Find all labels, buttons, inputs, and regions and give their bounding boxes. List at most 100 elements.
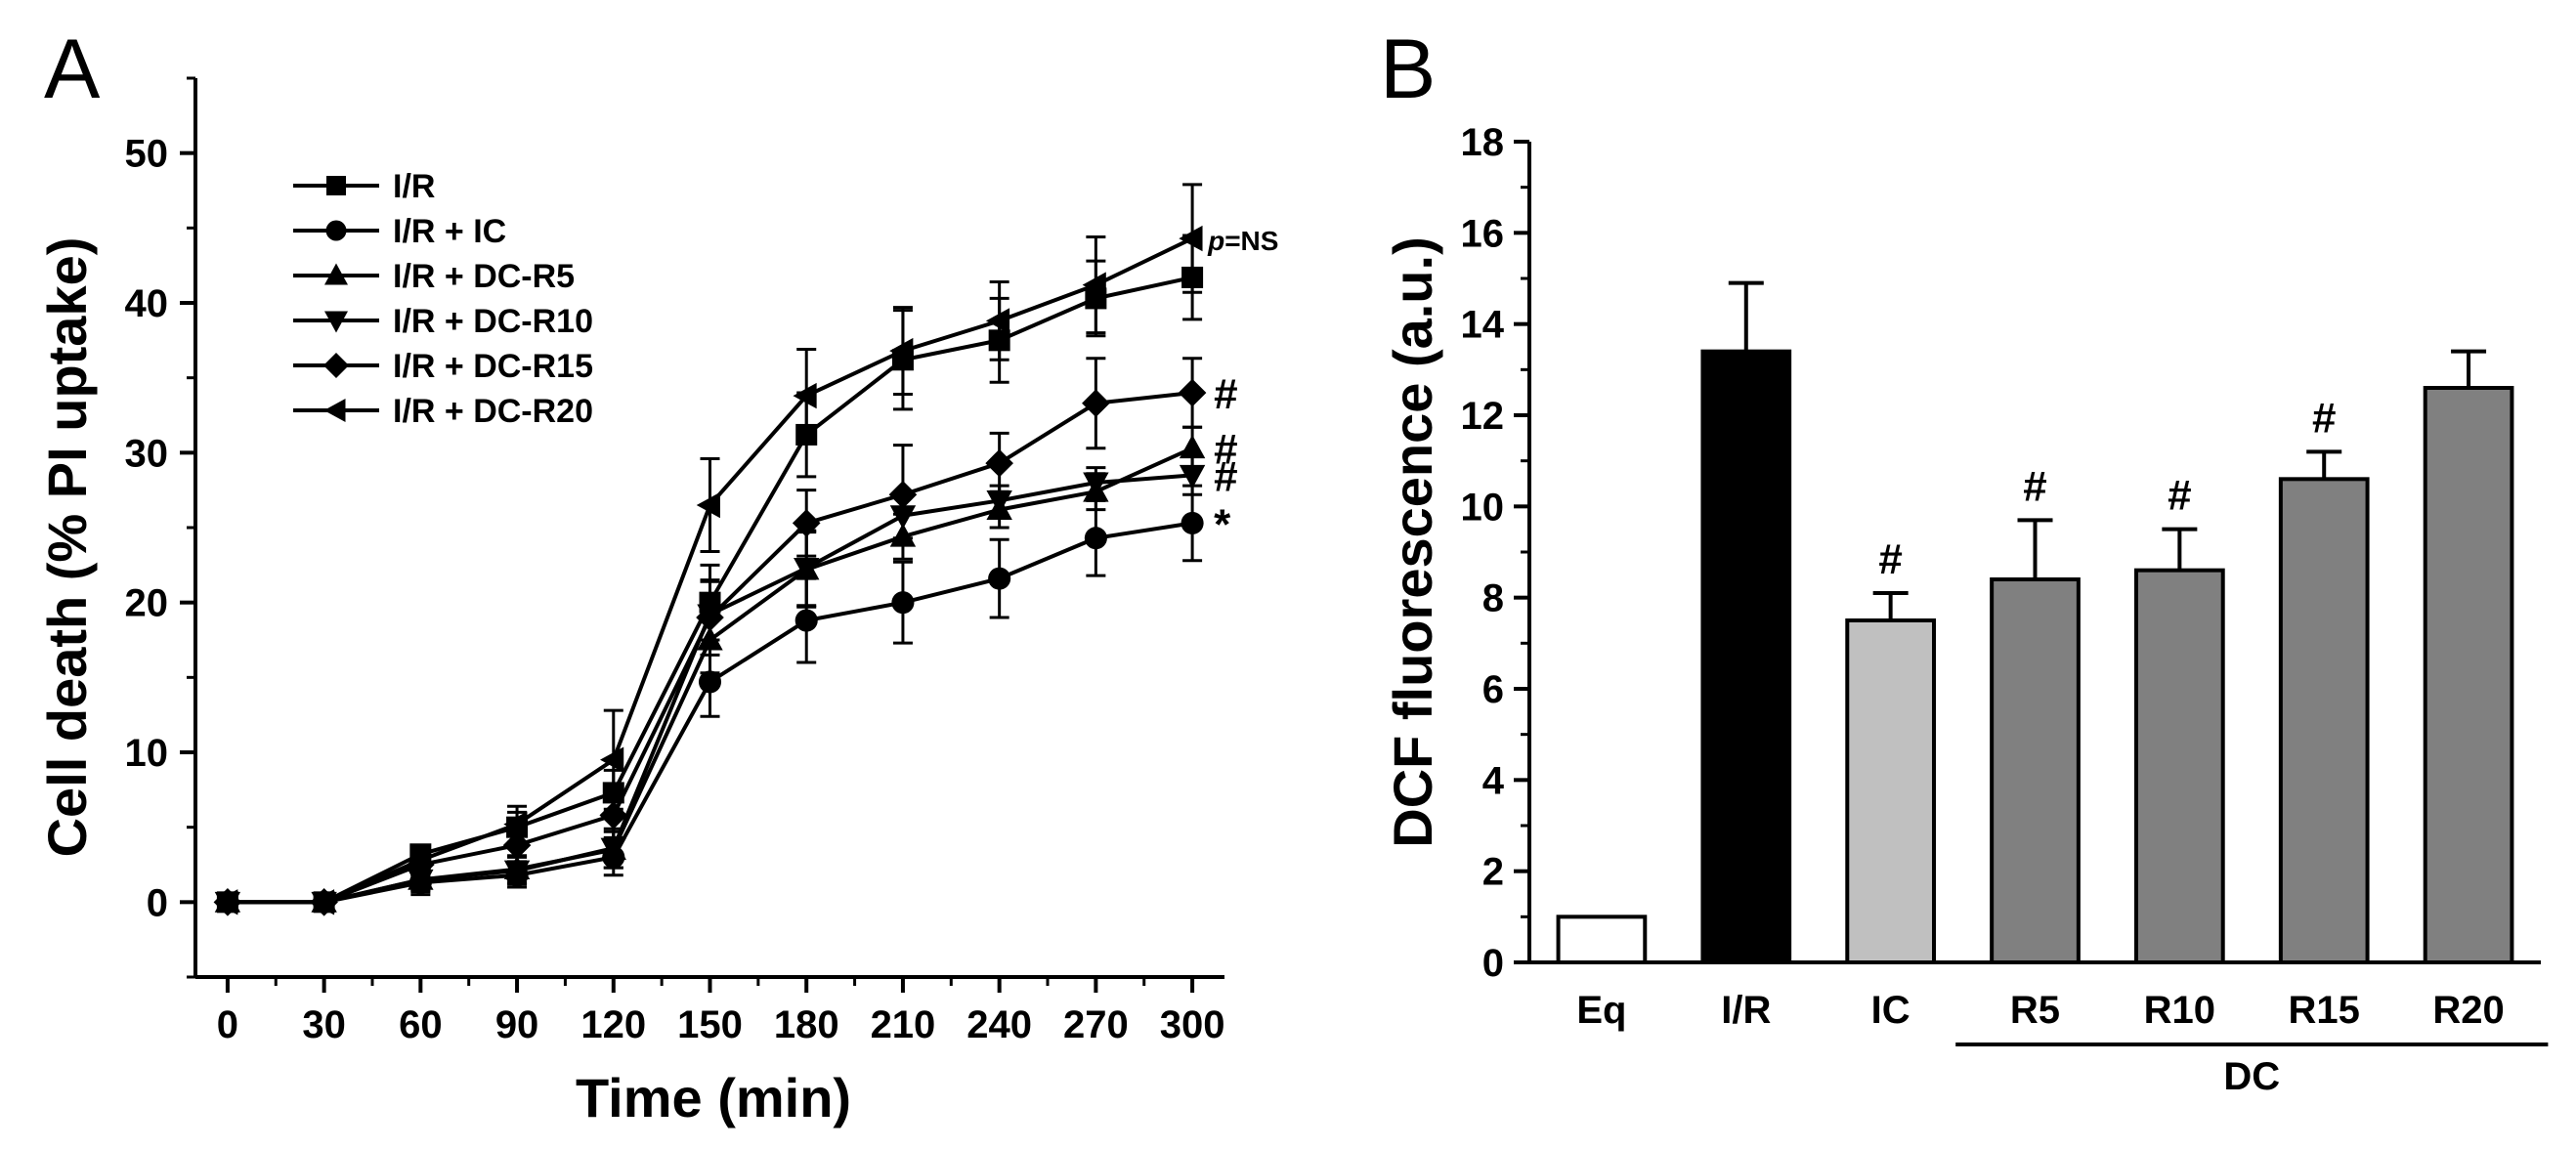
legend-marker bbox=[323, 353, 349, 378]
series-i-r-dc-r20 bbox=[214, 183, 1203, 915]
data-point bbox=[988, 567, 1011, 590]
y-axis-title-b: DCF fluorescence (a.u.) bbox=[1382, 236, 1443, 847]
x-tick-label-a: 210 bbox=[871, 1003, 936, 1046]
x-tick-label-a: 240 bbox=[966, 1003, 1032, 1046]
bar-r15: # bbox=[2278, 394, 2370, 964]
data-point bbox=[407, 847, 431, 873]
bar-r10: # bbox=[2134, 472, 2225, 965]
x-tick-label-a: 180 bbox=[774, 1003, 839, 1046]
x-tick-label-a: 300 bbox=[1160, 1003, 1225, 1046]
y-ticks-a: 0 10 20 30 40 50 bbox=[125, 76, 195, 979]
x-tick-label-b: R10 bbox=[2144, 989, 2215, 1032]
y-tick-label-b: 10 bbox=[1461, 486, 1505, 529]
y-tick-label-b: 6 bbox=[1482, 668, 1504, 711]
y-tick-label-b: 14 bbox=[1461, 304, 1505, 347]
data-point bbox=[1179, 434, 1206, 459]
legend-marker bbox=[324, 263, 348, 285]
data-point bbox=[600, 746, 624, 773]
y-tick-label-a: 10 bbox=[125, 732, 169, 775]
significance-mark: # bbox=[2168, 472, 2191, 520]
data-point bbox=[1083, 472, 1109, 496]
legend-item: I/R bbox=[293, 168, 435, 205]
x-tick-label-b: I/R bbox=[1721, 989, 1771, 1032]
legend-item: I/R + IC bbox=[293, 213, 506, 250]
data-point bbox=[600, 837, 626, 862]
data-point bbox=[503, 811, 528, 837]
bar-i-r bbox=[1700, 280, 1792, 964]
x-tick-label-a: 150 bbox=[677, 1003, 743, 1046]
significance-mark: # bbox=[1214, 452, 1237, 500]
y-axis-title-a: Cell death (% PI uptake) bbox=[36, 237, 98, 858]
data-point bbox=[698, 670, 722, 694]
data-point bbox=[1181, 511, 1204, 534]
legend-item: I/R + DC-R15 bbox=[293, 348, 593, 385]
data-point bbox=[985, 308, 1010, 334]
significance-mark: # bbox=[1214, 426, 1237, 474]
data-point bbox=[1082, 272, 1106, 298]
y-tick-label-a: 30 bbox=[125, 432, 169, 475]
data-point bbox=[891, 591, 915, 615]
significance-mark: # bbox=[1878, 535, 1902, 583]
line-chart-panel-a: 0 30 60 90 120 150 180 210 240 270 300 0 10 20 30 40 50… bbox=[36, 76, 1278, 1128]
data-point bbox=[794, 557, 820, 582]
y-ticks-b: 0 2 4 6 8 10 12 14 16 18 bbox=[1461, 121, 1529, 985]
bar bbox=[2423, 386, 2514, 964]
legend-item: I/R + DC-R5 bbox=[293, 258, 575, 295]
bar bbox=[1990, 577, 2081, 964]
legend-item: I/R + DC-R20 bbox=[293, 393, 593, 430]
significance-mark: # bbox=[2023, 462, 2046, 510]
y-tick-label-a: 40 bbox=[125, 282, 169, 325]
bar bbox=[2278, 477, 2370, 964]
bars-b: # # # # bbox=[1556, 280, 2514, 965]
x-axis-title-a: Time (min) bbox=[576, 1067, 851, 1128]
x-tick-label-b: R15 bbox=[2289, 989, 2360, 1032]
bar bbox=[1700, 349, 1792, 964]
x-tick-labels-b: Eq I/R IC R5 R10 R15 R20 bbox=[1576, 989, 2504, 1032]
y-tick-label-b: 18 bbox=[1461, 121, 1505, 164]
y-tick-label-b: 12 bbox=[1461, 395, 1505, 438]
legend-marker bbox=[326, 176, 346, 195]
annotation-italic: p bbox=[1207, 226, 1224, 256]
y-tick-label-a: 20 bbox=[125, 582, 169, 625]
bar bbox=[2134, 568, 2225, 965]
panel-letter-b: B bbox=[1380, 22, 1436, 116]
x-tick-label-a: 60 bbox=[399, 1003, 443, 1046]
data-point bbox=[793, 382, 817, 409]
bar-r5: # bbox=[1990, 462, 2081, 964]
series-group-a bbox=[213, 183, 1207, 916]
x-tick-label-a: 90 bbox=[495, 1003, 539, 1046]
data-point bbox=[1084, 527, 1107, 550]
data-point bbox=[794, 609, 818, 632]
x-tick-label-b: R5 bbox=[2010, 989, 2060, 1032]
group-label: DC bbox=[2223, 1055, 2280, 1098]
y-tick-label-b: 4 bbox=[1482, 759, 1505, 802]
annotation-text: =NS bbox=[1224, 226, 1278, 256]
annotation-p-ns: p=NS bbox=[1207, 226, 1278, 256]
dc-group-b: DC bbox=[1955, 1043, 2549, 1098]
data-point bbox=[889, 337, 914, 364]
y-tick-label-a: 0 bbox=[147, 881, 168, 924]
x-tick-label-b: IC bbox=[1871, 989, 1911, 1032]
x-tick-label-a: 30 bbox=[302, 1003, 346, 1046]
x-ticks-a: 0 30 60 90 120 150 180 210 240 270 300 bbox=[217, 977, 1225, 1046]
data-point bbox=[696, 491, 720, 519]
x-tick-label-a: 270 bbox=[1063, 1003, 1129, 1046]
x-tick-label-a: 0 bbox=[217, 1003, 238, 1046]
series-i-r bbox=[216, 234, 1204, 914]
y-tick-label-b: 0 bbox=[1482, 942, 1504, 985]
significance-mark: # bbox=[1214, 370, 1237, 418]
data-point bbox=[503, 860, 531, 884]
significance-mark: # bbox=[2312, 394, 2336, 442]
legend-marker bbox=[325, 220, 347, 241]
bar bbox=[1556, 915, 1648, 964]
bar bbox=[1845, 618, 1937, 964]
bar-eq bbox=[1556, 915, 1648, 964]
data-point bbox=[696, 603, 724, 632]
legend-label: I/R + IC bbox=[393, 213, 506, 250]
x-tick-label-a: 120 bbox=[580, 1003, 646, 1046]
series-i-r-dc-r15 bbox=[213, 357, 1207, 916]
data-point bbox=[888, 480, 918, 509]
significance-mark: * bbox=[1214, 500, 1231, 548]
